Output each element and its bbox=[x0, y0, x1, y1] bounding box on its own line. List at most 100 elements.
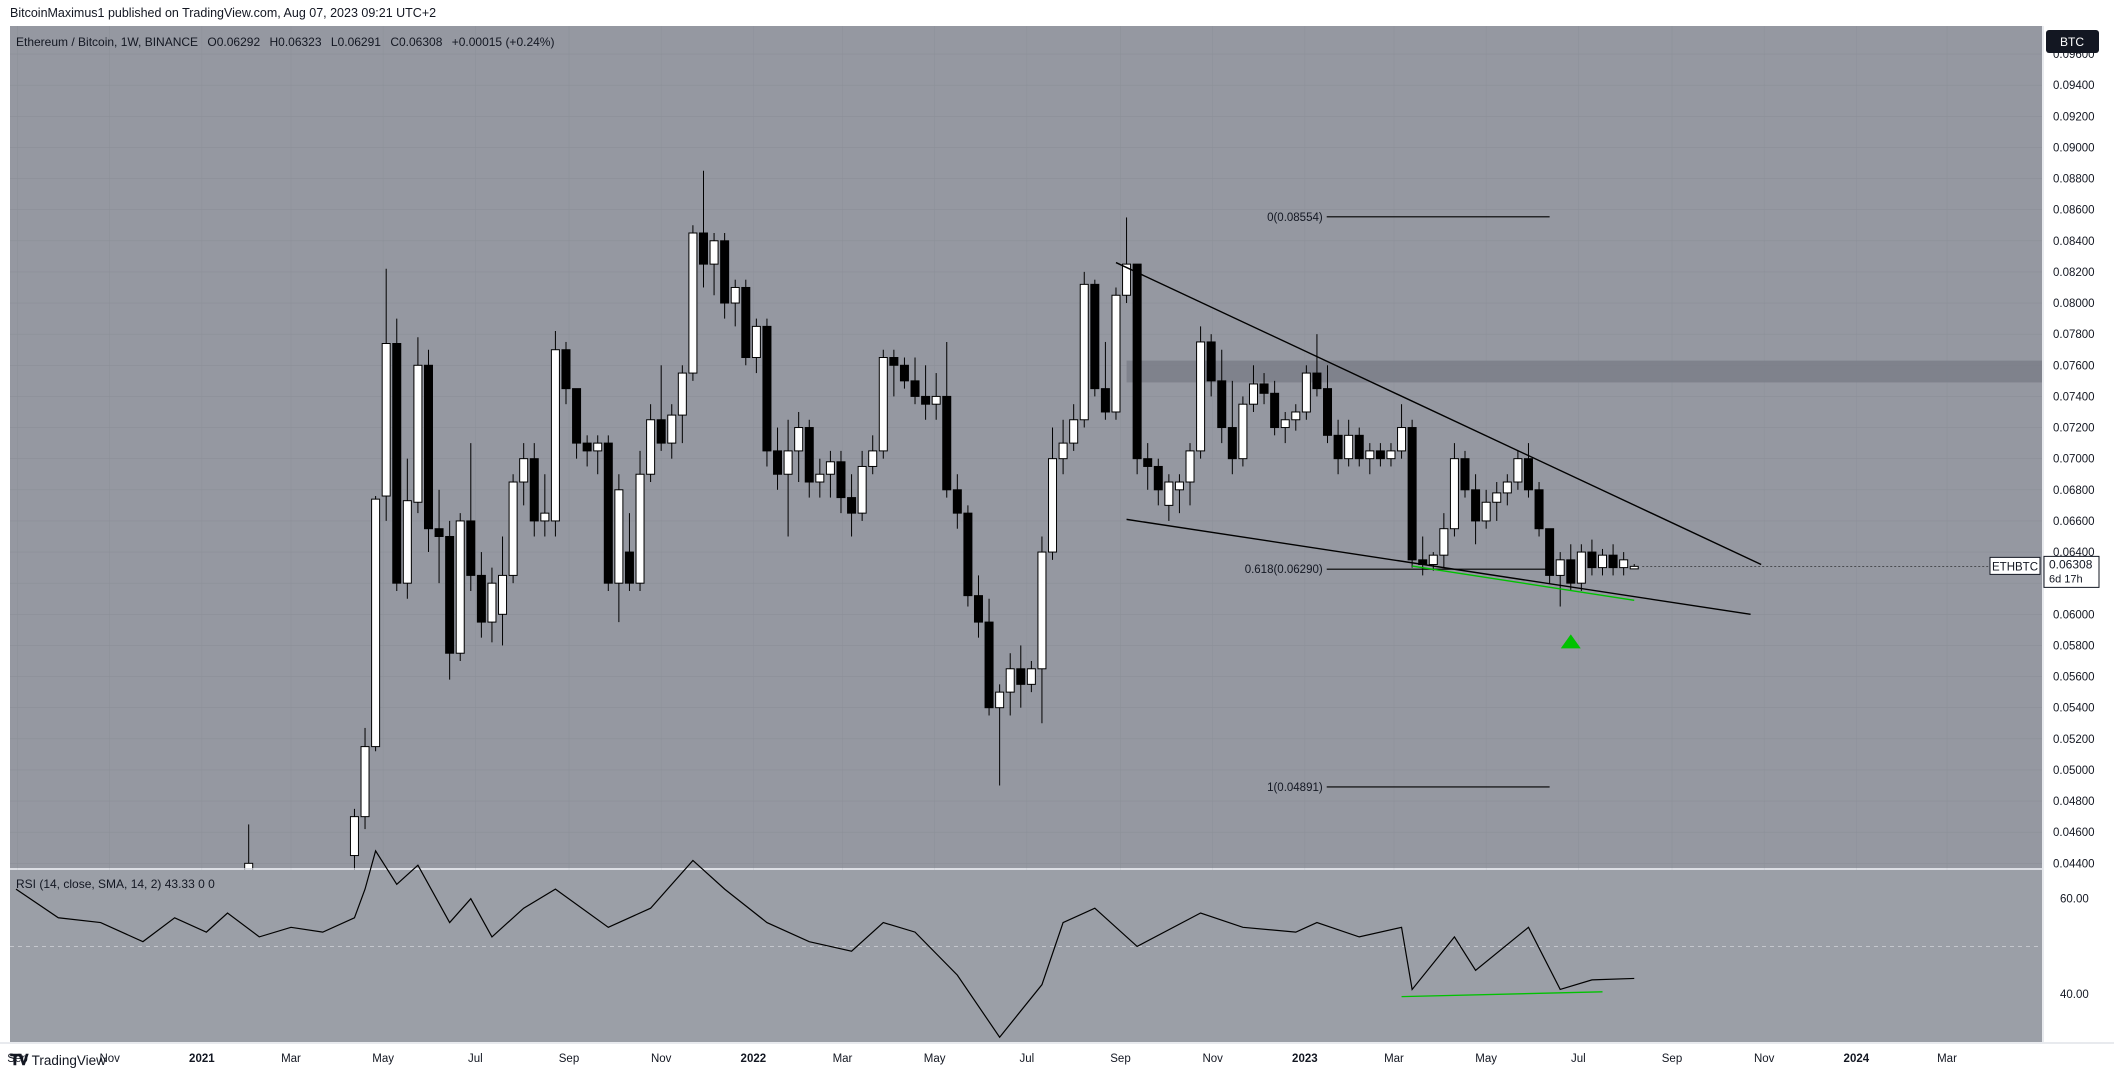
bullish-triangle-marker bbox=[1560, 634, 1581, 649]
candle-body bbox=[1545, 528, 1555, 576]
candle-body bbox=[847, 497, 857, 514]
low-label: L bbox=[331, 35, 338, 49]
candle-body bbox=[1153, 465, 1163, 491]
candle-body bbox=[1619, 559, 1629, 569]
time-axis-ticks: Sep Nov 2021 Mar May Jul Sep Nov 2022 Mar May Jul Se… bbox=[7, 1053, 1957, 1065]
price-tick-label: 0.05400 bbox=[2053, 703, 2095, 715]
candle-body bbox=[519, 458, 529, 483]
candle-body bbox=[1048, 458, 1058, 553]
time-tick-label: Mar bbox=[1384, 1053, 1404, 1065]
trendline bbox=[1412, 565, 1635, 601]
candle-body bbox=[1354, 434, 1364, 460]
candle-body bbox=[1185, 450, 1195, 483]
candle-body bbox=[1005, 668, 1015, 693]
currency-badge[interactable]: BTC bbox=[2060, 35, 2084, 49]
candle-body bbox=[1132, 263, 1142, 460]
time-tick-label: May bbox=[372, 1053, 394, 1065]
price-tick-label: 0.08600 bbox=[2053, 205, 2095, 217]
time-tick-label: Jul bbox=[1571, 1053, 1586, 1065]
candle-body bbox=[921, 395, 931, 405]
publisher-header: BitcoinMaximus1 published on TradingView… bbox=[10, 6, 437, 20]
rsi-line bbox=[15, 849, 1635, 1039]
price-tick-label: 0.08200 bbox=[2053, 267, 2095, 279]
candle-body bbox=[1344, 434, 1354, 460]
price-tick-label: 0.08800 bbox=[2053, 174, 2095, 186]
candle-body bbox=[825, 461, 835, 475]
price-tick-label: 0.05200 bbox=[2053, 734, 2095, 746]
candle-body bbox=[423, 364, 433, 530]
candle-body bbox=[688, 232, 698, 374]
high-value: 0.06323 bbox=[278, 35, 322, 49]
candle-body bbox=[1365, 450, 1375, 460]
candle-body bbox=[1238, 403, 1248, 460]
candle-body bbox=[667, 414, 677, 444]
candle-body bbox=[1523, 458, 1533, 491]
price-axis-ticks: 0.096000.094000.092000.090000.088000.086… bbox=[2053, 49, 2095, 870]
candle-body bbox=[540, 512, 550, 522]
symbol-tag-bg bbox=[1989, 556, 2041, 575]
candle-body bbox=[751, 325, 761, 359]
time-tick-label: Sep bbox=[1110, 1053, 1130, 1065]
price-tag-price: 0.06308 bbox=[2049, 557, 2093, 571]
price-tick-label: 0.05600 bbox=[2053, 672, 2095, 684]
candle-body bbox=[1555, 559, 1565, 576]
candle-body bbox=[1206, 341, 1216, 382]
price-tick-label: 0.04600 bbox=[2053, 827, 2095, 839]
candle-body bbox=[698, 232, 708, 265]
candle-body bbox=[635, 473, 645, 584]
tradingview-logo[interactable]: 𝐓𝐕 TradingView bbox=[10, 1052, 106, 1069]
candle-body bbox=[1397, 427, 1407, 452]
trendline bbox=[1115, 261, 1762, 566]
candle-body bbox=[984, 621, 994, 709]
price-tick-label: 0.07800 bbox=[2053, 329, 2095, 341]
price-tick-label: 0.04800 bbox=[2053, 796, 2095, 808]
rsi-support-line bbox=[1401, 991, 1603, 998]
time-tick-label: May bbox=[1475, 1053, 1497, 1065]
candle-body bbox=[1164, 481, 1174, 506]
price-axis[interactable] bbox=[2043, 26, 2114, 869]
candle-body bbox=[1481, 501, 1491, 522]
candle-body bbox=[1312, 372, 1322, 390]
candle-body bbox=[677, 372, 687, 416]
candle-body bbox=[434, 528, 444, 537]
rsi-axis[interactable] bbox=[2044, 870, 2114, 1042]
candle-body bbox=[476, 574, 486, 623]
fib-level-label: 1(0.04891) bbox=[1267, 782, 1323, 794]
time-tick-label: Nov bbox=[99, 1053, 120, 1065]
candle-body bbox=[1016, 668, 1026, 685]
price-tick-label: 0.07400 bbox=[2053, 391, 2095, 403]
candle-body bbox=[1608, 554, 1618, 569]
fib-levels: 0(0.08554) 0.618(0.06290) 1(0.04891) bbox=[1245, 212, 1550, 794]
time-tick-label: Nov bbox=[1754, 1053, 1775, 1065]
price-tick-label: 0.07200 bbox=[2053, 423, 2095, 435]
candle-body bbox=[1492, 492, 1502, 503]
rsi-legend: RSI (14, close, SMA, 14, 2) 43.33 0 0 bbox=[16, 877, 215, 891]
candle-body bbox=[1513, 458, 1523, 483]
candle-body bbox=[910, 380, 920, 397]
candle-body bbox=[942, 395, 952, 491]
price-tick-label: 0.05000 bbox=[2053, 765, 2095, 777]
low-value: 0.06291 bbox=[338, 35, 382, 49]
candle-body bbox=[1174, 481, 1184, 491]
candle-body bbox=[773, 450, 783, 475]
close-value: 0.06308 bbox=[399, 35, 443, 49]
rsi-tick-label: 40.00 bbox=[2060, 989, 2089, 1001]
fib-level-label: 0.618(0.06290) bbox=[1245, 564, 1323, 576]
candle-body bbox=[1069, 419, 1079, 444]
currency-badge-bg[interactable] bbox=[2046, 30, 2099, 53]
candle-body bbox=[1576, 551, 1586, 584]
candle-body bbox=[878, 357, 888, 452]
price-tick-label: 0.08000 bbox=[2053, 298, 2095, 310]
candle-body bbox=[572, 388, 582, 444]
candle-body bbox=[1598, 554, 1608, 569]
candle-body bbox=[529, 458, 539, 522]
candle-body bbox=[1428, 554, 1438, 566]
time-tick-label: Mar bbox=[281, 1053, 301, 1065]
candle-body bbox=[1471, 489, 1481, 522]
candle-body bbox=[952, 489, 962, 514]
trendline bbox=[1126, 518, 1751, 616]
candle-body bbox=[783, 450, 793, 475]
resistance-zone bbox=[1126, 360, 2042, 383]
time-axis[interactable] bbox=[0, 1043, 2043, 1073]
candle-body bbox=[593, 442, 603, 452]
